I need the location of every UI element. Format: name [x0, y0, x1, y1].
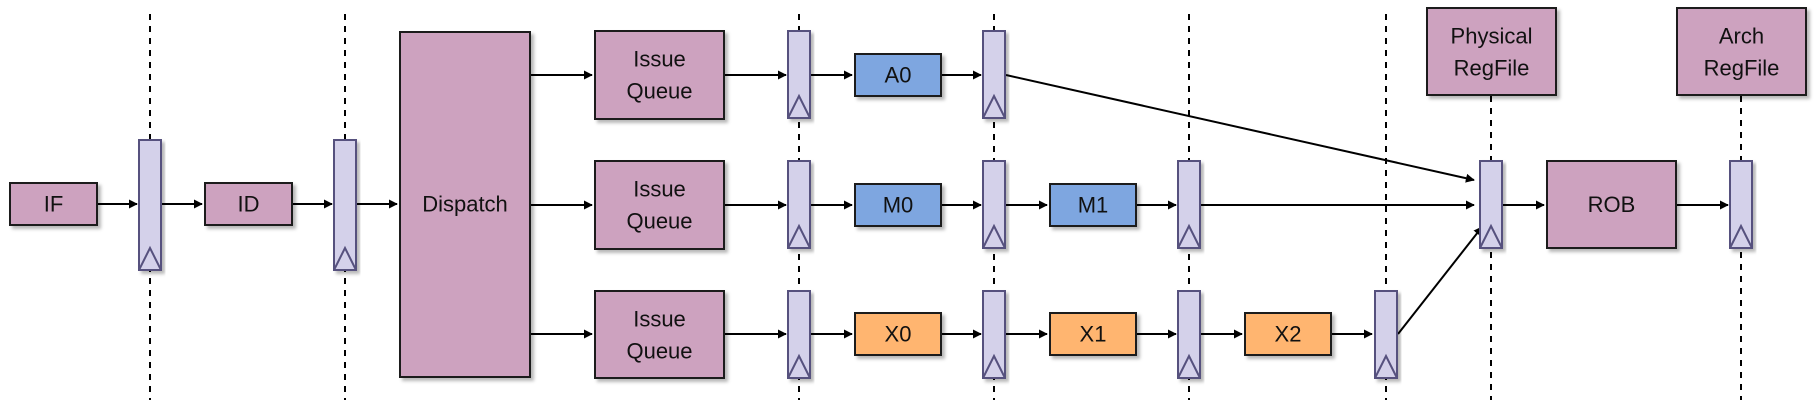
register-body [982, 30, 1006, 119]
clock-triangle-icon [138, 245, 162, 271]
clock-triangle-icon [1177, 223, 1201, 249]
pipeline-register [138, 139, 162, 271]
pipeline-register [1177, 160, 1201, 249]
clock-triangle-icon [1479, 223, 1503, 249]
physical-regfile-line2: RegFile [1454, 56, 1530, 81]
clock-triangle-icon [1177, 353, 1201, 379]
register-body [1729, 160, 1753, 249]
clock-triangle-icon [1374, 353, 1398, 379]
clock-triangle-icon [982, 353, 1006, 379]
issue-queue-alu-line1: Issue [633, 47, 686, 72]
arch-regfile-block: Arch RegFile [1676, 7, 1807, 96]
dispatch-label: Dispatch [422, 192, 508, 217]
register-body [1177, 290, 1201, 379]
register-body [787, 160, 811, 249]
pipeline-register [1479, 160, 1503, 249]
issue-queue-mul-line2: Queue [626, 209, 692, 234]
dispatch-block: Dispatch [399, 31, 531, 378]
clock-triangle-icon [787, 353, 811, 379]
arrow-a-writeback [1005, 74, 1475, 183]
register-body [1479, 160, 1503, 249]
exec-a0-label: A0 [885, 63, 912, 88]
stage-id-block: ID [204, 182, 293, 226]
register-body [982, 290, 1006, 379]
exec-x2-block: X2 [1244, 312, 1332, 356]
physical-regfile-line1: Physical [1451, 24, 1533, 49]
pipeline-latches [138, 30, 1753, 379]
pipeline-register [982, 30, 1006, 119]
register-body [1374, 290, 1398, 379]
register-body [333, 139, 357, 271]
register-body [787, 30, 811, 119]
exec-x0-label: X0 [885, 322, 912, 347]
exec-x0-block: X0 [854, 312, 942, 356]
issue-queue-fp-line1: Issue [633, 307, 686, 332]
issue-queue-fp-line2: Queue [626, 339, 692, 364]
issue-queue-alu: Issue Queue [594, 30, 725, 120]
physical-regfile-block: Physical RegFile [1426, 7, 1557, 96]
clock-triangle-icon [982, 223, 1006, 249]
arch-regfile-line1: Arch [1719, 24, 1764, 49]
pipeline-register [982, 160, 1006, 249]
clock-triangle-icon [787, 93, 811, 119]
pipeline-register [1374, 290, 1398, 379]
exec-m0-label: M0 [883, 193, 914, 218]
pipeline-register [787, 160, 811, 249]
exec-m0-block: M0 [854, 183, 942, 227]
issue-queue-alu-line2: Queue [626, 79, 692, 104]
pipeline-register [1729, 160, 1753, 249]
connections [97, 70, 1729, 339]
pipeline-register [787, 290, 811, 379]
pipeline-register [787, 30, 811, 119]
stage-if-block: IF [9, 182, 98, 226]
stage-if-label: IF [44, 192, 64, 217]
exec-x2-label: X2 [1275, 322, 1302, 347]
exec-m1-block: M1 [1049, 183, 1137, 227]
issue-queue-mul-line1: Issue [633, 177, 686, 202]
arch-regfile-line2: RegFile [1704, 56, 1780, 81]
rob-block: ROB [1546, 160, 1677, 249]
register-body [787, 290, 811, 379]
clock-triangle-icon [1729, 223, 1753, 249]
exec-a0-block: A0 [854, 53, 942, 97]
exec-m1-label: M1 [1078, 193, 1109, 218]
register-body [982, 160, 1006, 249]
register-body [1177, 160, 1201, 249]
arrow-x-writeback [1397, 226, 1483, 335]
clock-triangle-icon [982, 93, 1006, 119]
register-body [138, 139, 162, 271]
pipeline-register [982, 290, 1006, 379]
issue-queue-mul: Issue Queue [594, 160, 725, 250]
pipeline-register [1177, 290, 1201, 379]
pipeline-register [333, 139, 357, 271]
clock-triangle-icon [787, 223, 811, 249]
exec-x1-label: X1 [1080, 322, 1107, 347]
stage-id-label: ID [238, 192, 260, 217]
exec-x1-block: X1 [1049, 312, 1137, 356]
issue-queue-fp: Issue Queue [594, 290, 725, 379]
rob-label: ROB [1588, 192, 1636, 217]
clock-triangle-icon [333, 245, 357, 271]
